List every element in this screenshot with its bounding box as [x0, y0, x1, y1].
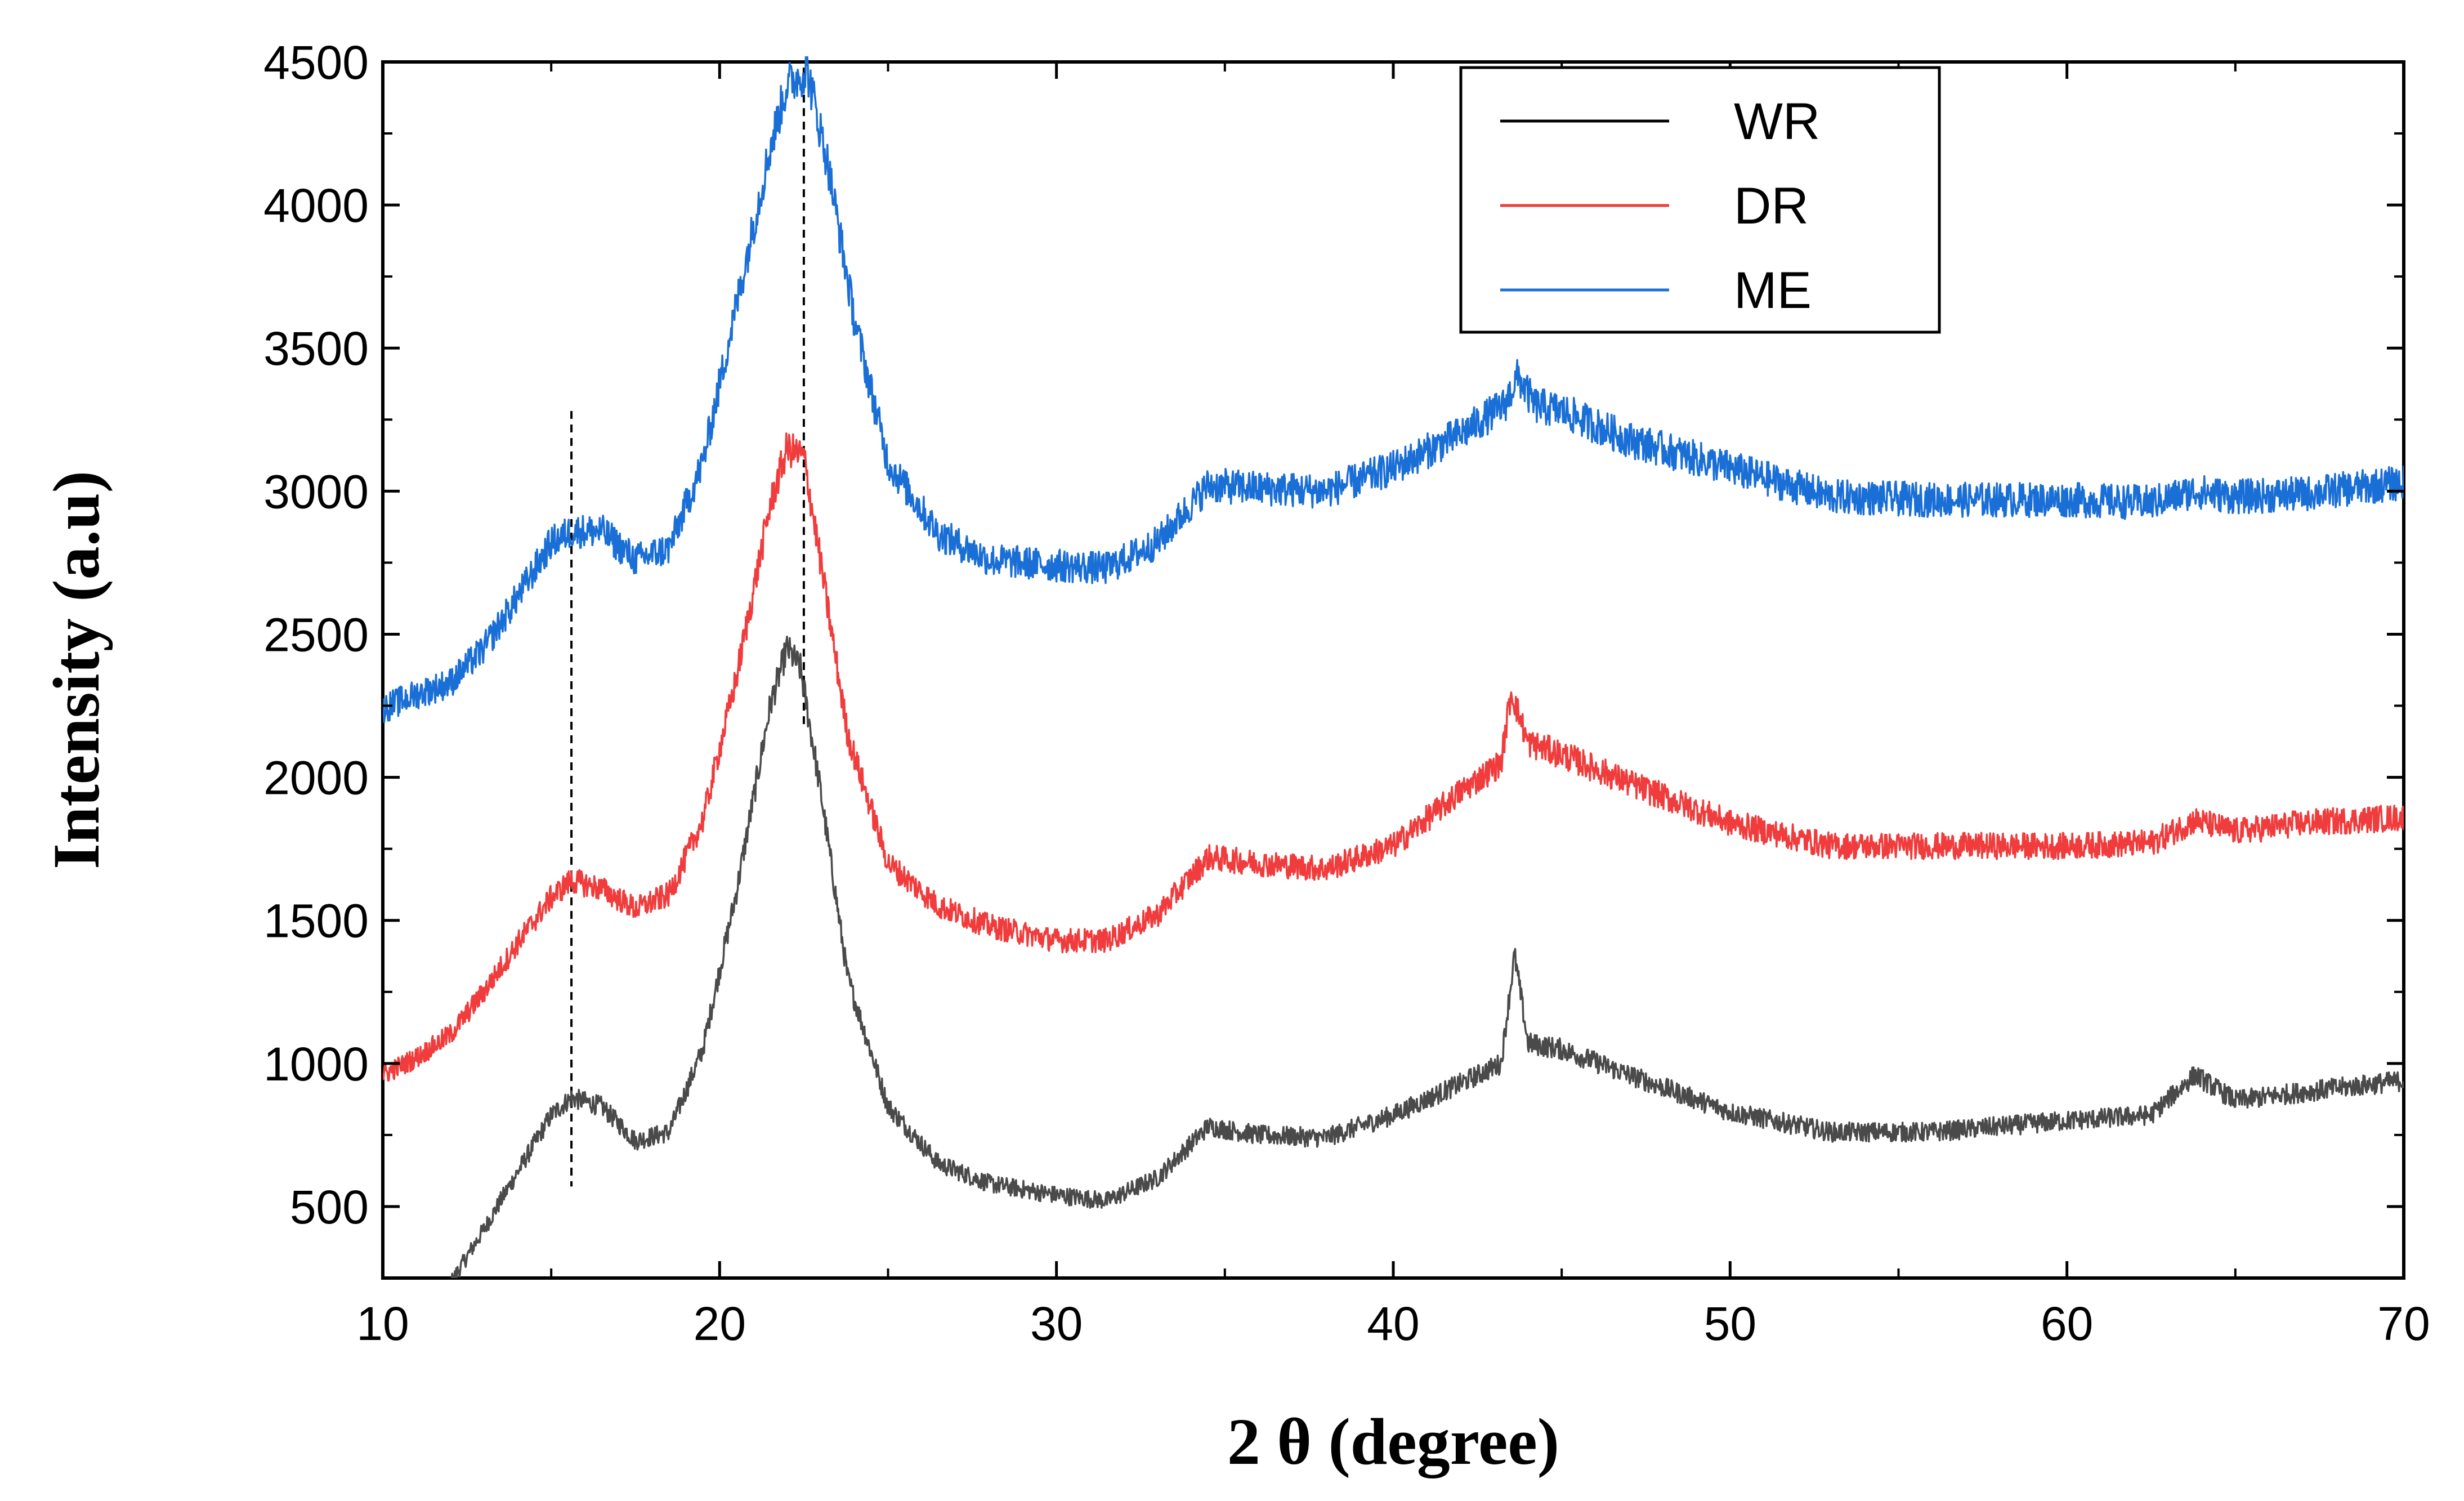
y-tick-label-4500: 4500 — [263, 36, 369, 89]
y-tick-label-3000: 3000 — [263, 465, 369, 518]
x-tick-label-70: 70 — [2377, 1297, 2430, 1350]
x-axis-title: 2 θ (degree) — [1227, 1405, 1559, 1478]
x-tick-label-50: 50 — [1704, 1297, 1756, 1350]
legend: WR DR ME — [1459, 66, 1941, 334]
y-axis-title: Intensity (a.u) — [39, 471, 113, 869]
y-tick-label-3500: 3500 — [263, 322, 369, 375]
x-tick-label-60: 60 — [2041, 1297, 2093, 1350]
x-tick-label-10: 10 — [356, 1297, 409, 1350]
legend-label-me: ME — [1734, 262, 1812, 319]
y-tick-label-500: 500 — [290, 1181, 369, 1234]
x-tick-label-30: 30 — [1030, 1297, 1083, 1350]
series-line-wr — [450, 635, 2404, 1278]
y-tick-label-2000: 2000 — [263, 752, 369, 805]
series-line-dr — [383, 432, 2404, 1082]
x-tick-label-20: 20 — [694, 1297, 746, 1350]
legend-label-dr: DR — [1734, 177, 1809, 235]
x-tick-label-40: 40 — [1367, 1297, 1419, 1350]
series-line-me — [383, 56, 2404, 723]
legend-label-wr: WR — [1734, 93, 1820, 150]
legend-box — [1459, 66, 1941, 334]
y-tick-label-2500: 2500 — [263, 608, 369, 661]
y-tick-label-1500: 1500 — [263, 895, 369, 948]
y-tick-label-4000: 4000 — [263, 179, 369, 232]
y-tick-label-1000: 1000 — [263, 1038, 369, 1091]
